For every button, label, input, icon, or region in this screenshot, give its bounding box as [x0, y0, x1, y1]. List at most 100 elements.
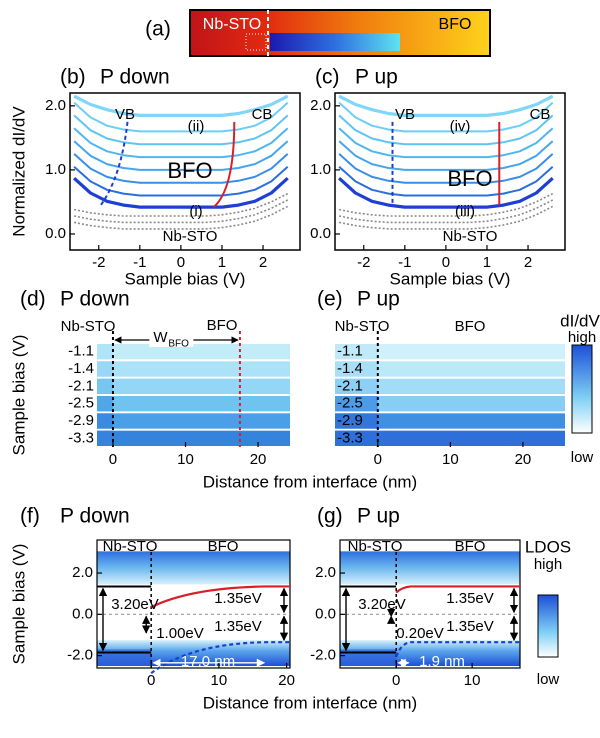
annotation: 17.0 nm — [181, 653, 235, 670]
spectrum-line — [73, 94, 289, 117]
heatmap-substrate — [335, 344, 378, 360]
annotation: BFO — [447, 166, 492, 191]
spectrum-line — [73, 192, 289, 217]
cb-edge — [395, 585, 520, 594]
y-tick-label: 0.0 — [315, 605, 336, 622]
annotation: 1.35eV — [446, 590, 494, 607]
vb-edge — [395, 641, 520, 658]
x-tick-label: 2 — [524, 254, 532, 271]
annotation: 0.20eV — [396, 625, 444, 642]
y-tick-label: 2.0 — [45, 97, 66, 114]
panel-label: (a) — [145, 18, 171, 41]
x-tick-label: 0 — [442, 254, 450, 271]
spectrum-line — [73, 205, 289, 230]
row-label: -2.5 — [337, 395, 363, 412]
panel-label: (c) — [315, 66, 340, 89]
label-left: Nb-STO — [203, 16, 261, 33]
colorbar-high: high — [534, 556, 562, 573]
y-tick-label: 1.0 — [45, 161, 66, 178]
panel: (g) P up 0 10 2.0 0.0 -2.0 Nb-STO BFO 3.20eV 1.35e… — [310, 505, 571, 689]
y-axis-label: Normalized dI/dV — [9, 106, 28, 237]
row-label: -1.1 — [337, 343, 363, 360]
x-tick-label: 20 — [515, 451, 532, 468]
colorbar — [537, 594, 559, 658]
spectrum-line — [73, 177, 289, 209]
row-label: -2.5 — [68, 395, 94, 412]
heatmap-row — [97, 378, 290, 394]
row-label: -3.3 — [337, 429, 363, 446]
annotation: CB — [530, 106, 551, 123]
cb-edge — [150, 585, 290, 609]
x-tick-label: 0 — [109, 451, 117, 468]
w-bg — [149, 327, 194, 347]
heatmap-substrate — [97, 344, 113, 360]
annotation: (iv) — [450, 118, 471, 135]
row-label: -2.1 — [337, 377, 363, 394]
annotation: VB — [395, 106, 415, 123]
x-tick-label: 20 — [278, 672, 295, 689]
annotation: Nb-STO — [443, 228, 498, 245]
x-tick-label: -2 — [92, 254, 105, 271]
annotation: Nb-STO — [348, 538, 403, 555]
plot-frame — [96, 539, 291, 669]
row-label: -3.3 — [68, 429, 94, 446]
panel-label: (b) — [60, 66, 86, 89]
annotation: (iii) — [455, 203, 475, 220]
spectrum-line — [73, 199, 289, 224]
spectrum-line — [338, 165, 554, 197]
heatmap-substrate — [335, 361, 378, 377]
panel-a: (a) Nb-STO BFO — [145, 9, 491, 57]
colorbar-low: low — [537, 671, 560, 688]
spectrum-line — [73, 153, 289, 184]
panel-label: (f) — [20, 505, 40, 528]
x-tick-label: 10 — [464, 672, 481, 689]
x-axis-label: Sample bias (V) — [390, 269, 511, 288]
heatmap-row — [97, 361, 290, 377]
x-axis-label: Sample bias (V) — [125, 269, 246, 288]
y-tick-label: 0.0 — [310, 225, 331, 242]
annotation: Nb-STO — [335, 318, 390, 335]
heatmap-cb — [340, 551, 520, 585]
panel-label: (e) — [317, 288, 343, 311]
w-label: W — [153, 329, 168, 346]
spectrum-line — [338, 205, 554, 230]
heatmap-row — [335, 413, 565, 429]
panel: (e) P up -1.1-1.4-2.1-2.5-2.9-3.3 0 10 20 Nb-S… — [317, 288, 600, 468]
overlay-bar — [270, 33, 400, 51]
x-tick-label: 10 — [177, 451, 194, 468]
x-tick-label: 0 — [374, 451, 382, 468]
x-tick-label: 10 — [442, 451, 459, 468]
heatmap-row — [97, 430, 290, 446]
x-tick-label: 20 — [250, 451, 267, 468]
label-right: BFO — [439, 16, 472, 33]
x-axis-label: Distance from interface (nm) — [203, 472, 417, 491]
spectrum-line — [338, 127, 554, 159]
x-tick-label: 1 — [218, 254, 226, 271]
annotation: 1.9 nm — [419, 653, 465, 670]
spectrum-line — [338, 153, 554, 184]
y-tick-label: 1.0 — [310, 161, 331, 178]
spectrum-line — [338, 114, 554, 146]
annotation: 1.35eV — [214, 590, 262, 607]
y-tick-label: 2.0 — [310, 97, 331, 114]
x-tick-label: 2 — [259, 254, 267, 271]
heatmap-cb — [97, 551, 290, 585]
y-axis-label: Sample bias (V) — [9, 335, 28, 456]
panel-title: P up — [357, 288, 400, 311]
heatmap-substrate — [97, 361, 113, 377]
spectrum-line — [73, 101, 289, 133]
row-label: -2.9 — [337, 412, 363, 429]
annotation: BFO — [455, 318, 486, 335]
heatmap-row — [335, 396, 565, 412]
panel: (f) P down 0 10 20 2.0 0.0 -2.0 Distance from in… — [9, 505, 417, 713]
annotation: 3.20eV — [358, 596, 406, 613]
cb-guide — [213, 121, 236, 208]
y-tick-label: -2.0 — [67, 647, 93, 664]
panel-label: (g) — [317, 505, 343, 528]
heatmap-substrate — [335, 413, 378, 429]
x-tick-label: 1 — [483, 254, 491, 271]
panel-title: P up — [357, 505, 400, 528]
annotation: Nb-STO — [61, 318, 116, 335]
heatmap-substrate — [97, 413, 113, 429]
